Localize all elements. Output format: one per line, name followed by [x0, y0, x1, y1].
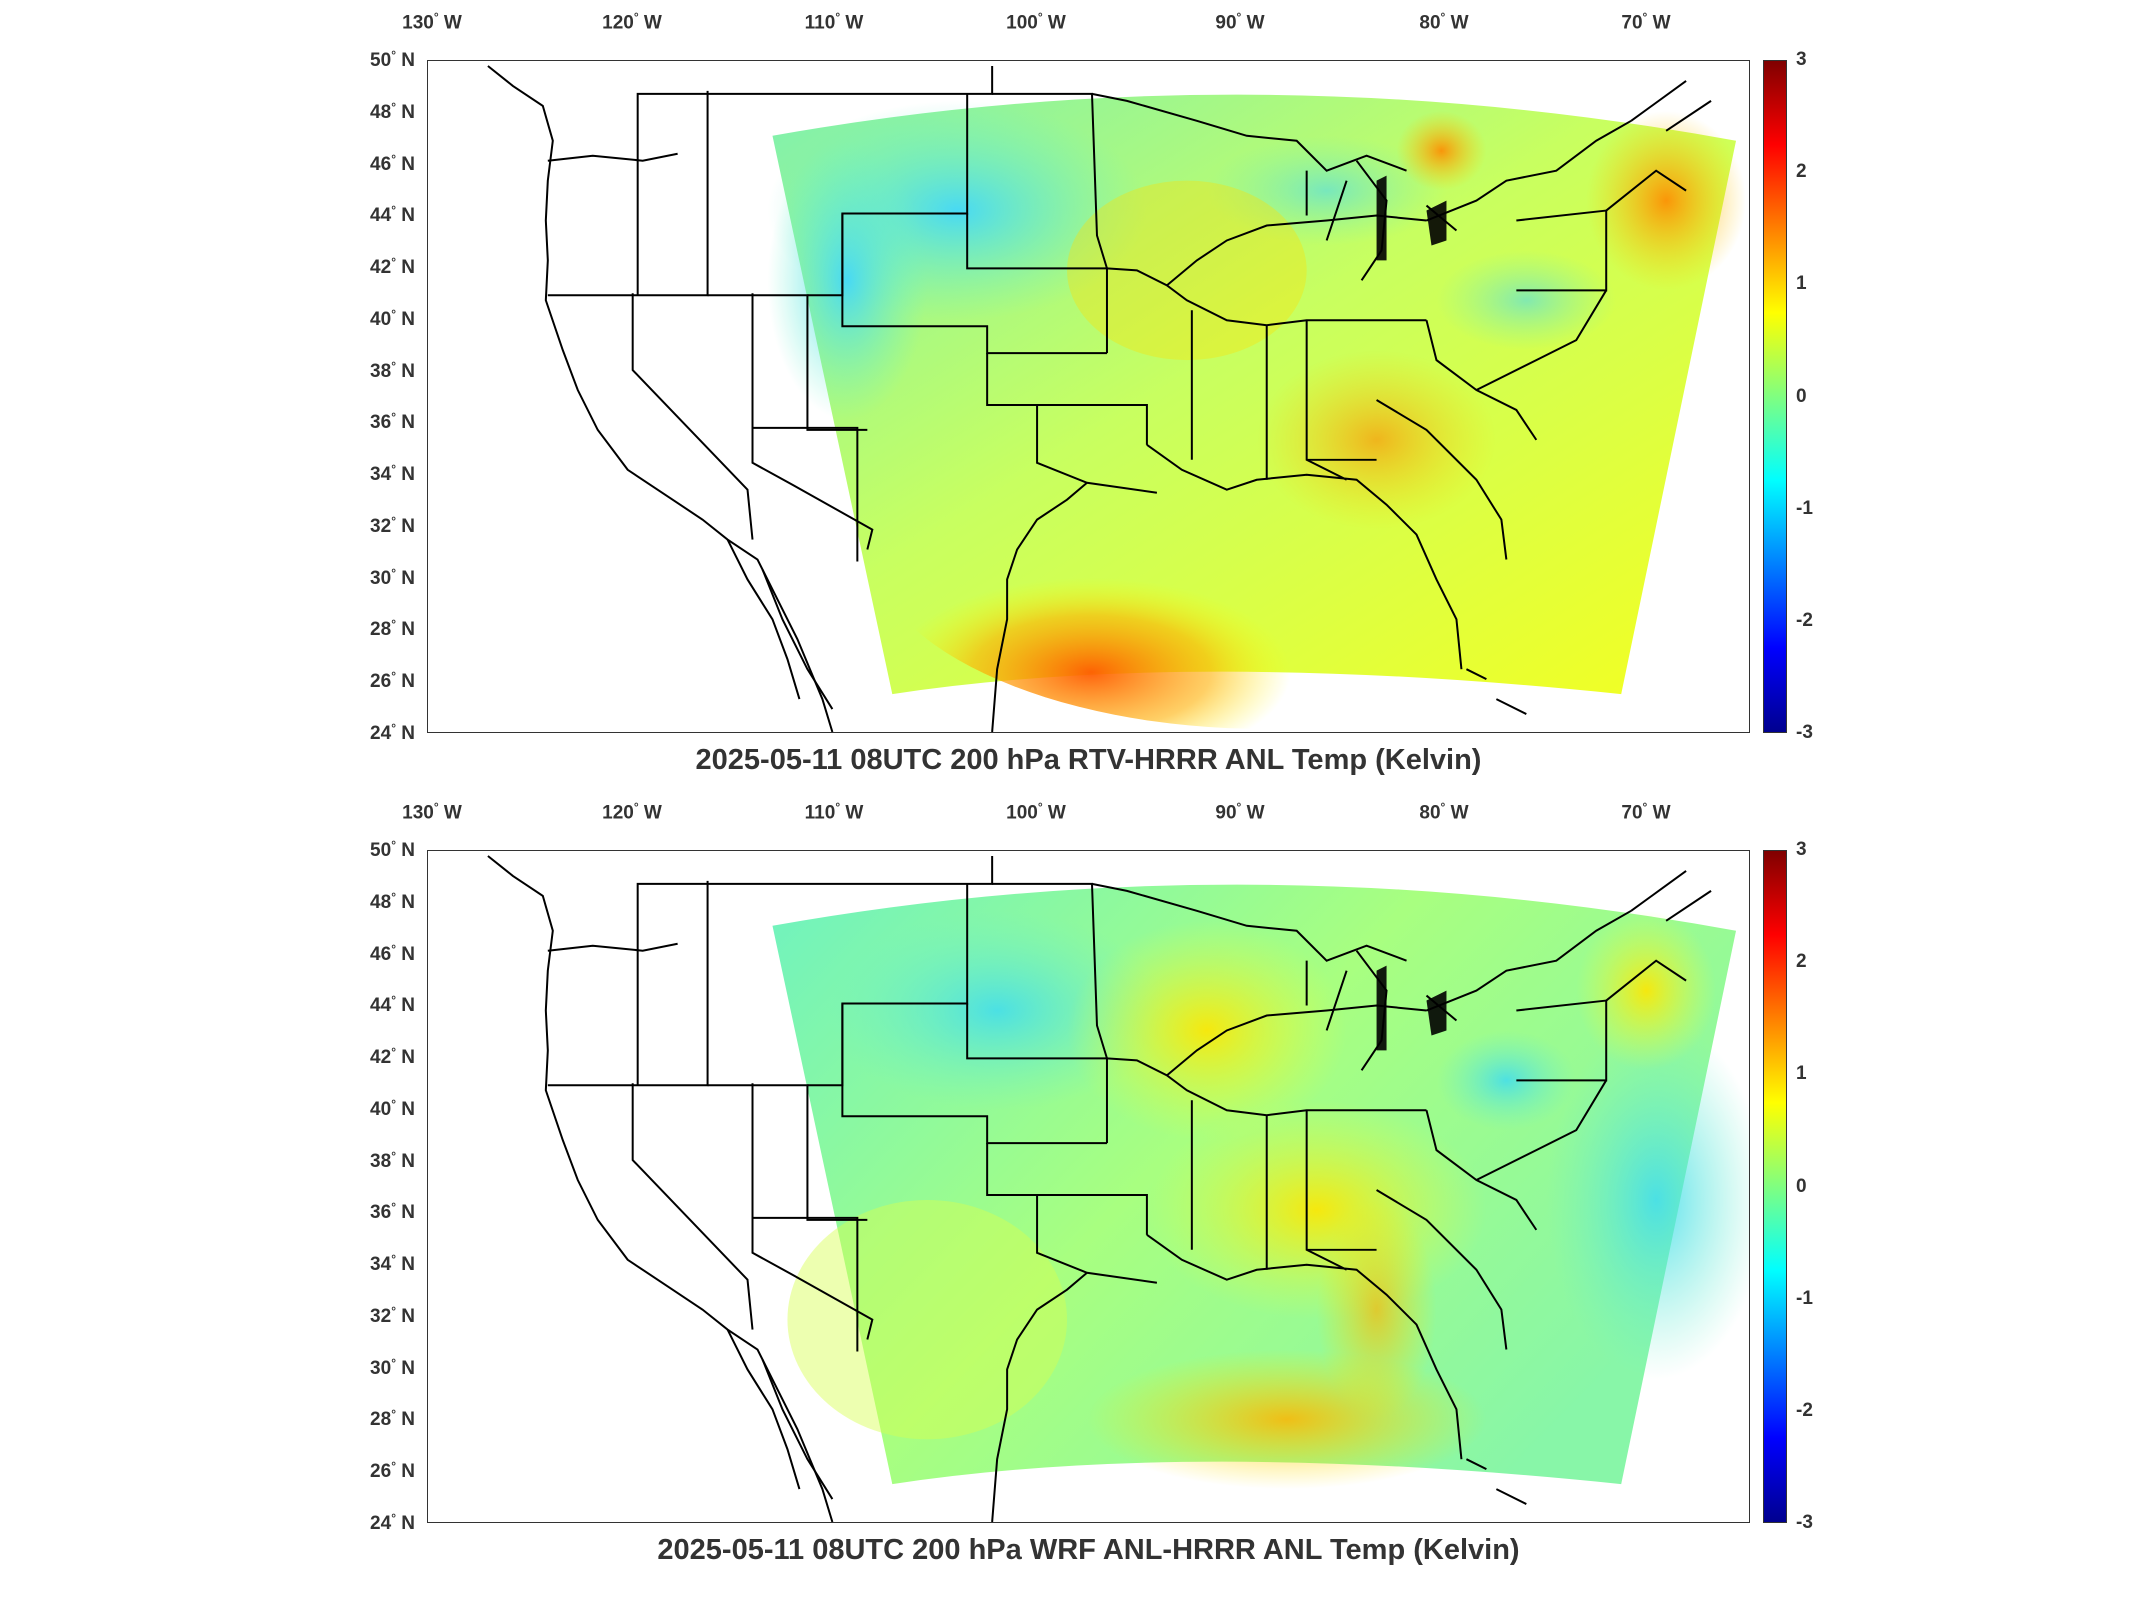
- latitude-tick-label: 34° N: [370, 461, 415, 486]
- latitude-tick-label: 26° N: [370, 1459, 415, 1483]
- colorbar-tick-label: 2: [1796, 161, 1807, 183]
- latitude-tick-label: 24° N: [370, 720, 415, 745]
- latitude-tick-label: 32° N: [370, 1303, 415, 1328]
- latitude-tick-label: 38° N: [370, 358, 415, 382]
- latitude-tick-label: 36° N: [370, 1200, 415, 1224]
- map-svg: [487, 65, 1747, 732]
- coastline-layer: [487, 65, 1712, 732]
- top-map-panel: 130° W 120° W 110° W 100° W 90° W 80° W 70° W …: [0, 0, 2133, 790]
- coastline-layer: [487, 855, 1712, 1522]
- latitude-tick-label: 32° N: [370, 513, 415, 538]
- longitude-tick-label: 90° W: [1215, 800, 1265, 824]
- latitude-tick-label: 50° N: [370, 837, 415, 862]
- latitude-tick-label: 48° N: [370, 99, 415, 123]
- colorbar-tick-label: 2: [1796, 951, 1807, 973]
- latitude-tick-label: 46° N: [370, 151, 415, 175]
- latitude-tick-label: 44° N: [370, 993, 415, 1017]
- map-svg: [487, 855, 1749, 1522]
- colorbar-tick-label: -3: [1796, 722, 1813, 743]
- colorbar-tick-label: 1: [1796, 1063, 1807, 1085]
- latitude-tick-label: 42° N: [370, 254, 415, 279]
- latitude-tick-label: 34° N: [370, 1251, 415, 1276]
- latitude-tick-label: 24° N: [370, 1510, 415, 1535]
- latitude-tick-label: 40° N: [370, 306, 415, 331]
- longitude-tick-label: 80° W: [1419, 800, 1469, 824]
- panel-title: 2025-05-11 08UTC 200 hPa RTV-HRRR ANL Te…: [695, 744, 1482, 776]
- longitude-tick-label: 90° W: [1215, 10, 1265, 34]
- colorbar-tick-label: 1: [1796, 273, 1807, 295]
- longitude-tick-label: 70° W: [1621, 800, 1671, 824]
- longitude-tick-label: 100° W: [1006, 800, 1066, 824]
- longitude-tick-label: 130° W: [402, 800, 462, 824]
- longitude-tick-label: 130° W: [402, 10, 462, 34]
- colorbar-tick-label: -2: [1796, 1399, 1813, 1421]
- panel-title: 2025-05-11 08UTC 200 hPa WRF ANL-HRRR AN…: [657, 1534, 1520, 1566]
- latitude-tick-label: 46° N: [370, 941, 415, 965]
- latitude-tick-label: 30° N: [370, 565, 415, 589]
- colorbar-tick-label: -1: [1796, 497, 1813, 519]
- latitude-tick-label: 36° N: [370, 410, 415, 434]
- latitude-tick-label: 28° N: [370, 1407, 415, 1431]
- longitude-tick-label: 70° W: [1621, 10, 1671, 34]
- lake-outline-layer: [1376, 965, 1447, 1051]
- colorbar-tick-label: -3: [1796, 1512, 1813, 1533]
- map-frame: [427, 850, 1750, 1523]
- latitude-tick-label: 42° N: [370, 1044, 415, 1069]
- latitude-tick-label: 40° N: [370, 1096, 415, 1121]
- lake-outline-layer: [1376, 175, 1447, 261]
- bottom-map-panel: 130° W 120° W 110° W 100° W 90° W 80° W 70° W …: [0, 790, 2133, 1590]
- longitude-tick-label: 110° W: [804, 800, 864, 824]
- colorbar-tick-label: 3: [1796, 49, 1807, 70]
- map-frame: [427, 60, 1750, 733]
- colorbar-tick-label: -1: [1796, 1287, 1813, 1309]
- colorbar-tick-label: 3: [1796, 839, 1807, 860]
- latitude-tick-label: 30° N: [370, 1355, 415, 1379]
- longitude-tick-label: 100° W: [1006, 10, 1066, 34]
- latitude-tick-label: 48° N: [370, 889, 415, 913]
- latitude-tick-label: 38° N: [370, 1148, 415, 1172]
- longitude-tick-label: 80° W: [1419, 10, 1469, 34]
- colorbar-tick-label: 0: [1796, 1175, 1807, 1197]
- colorbar-tick-label: -2: [1796, 609, 1813, 631]
- longitude-tick-label: 120° W: [602, 800, 662, 824]
- latitude-tick-label: 44° N: [370, 203, 415, 227]
- latitude-tick-label: 28° N: [370, 617, 415, 641]
- colorbar: [1763, 60, 1787, 733]
- latitude-tick-label: 26° N: [370, 669, 415, 693]
- latitude-tick-label: 50° N: [370, 47, 415, 72]
- longitude-tick-label: 120° W: [602, 10, 662, 34]
- colorbar: [1763, 850, 1787, 1523]
- longitude-tick-label: 110° W: [804, 10, 864, 34]
- colorbar-tick-label: 0: [1796, 385, 1807, 407]
